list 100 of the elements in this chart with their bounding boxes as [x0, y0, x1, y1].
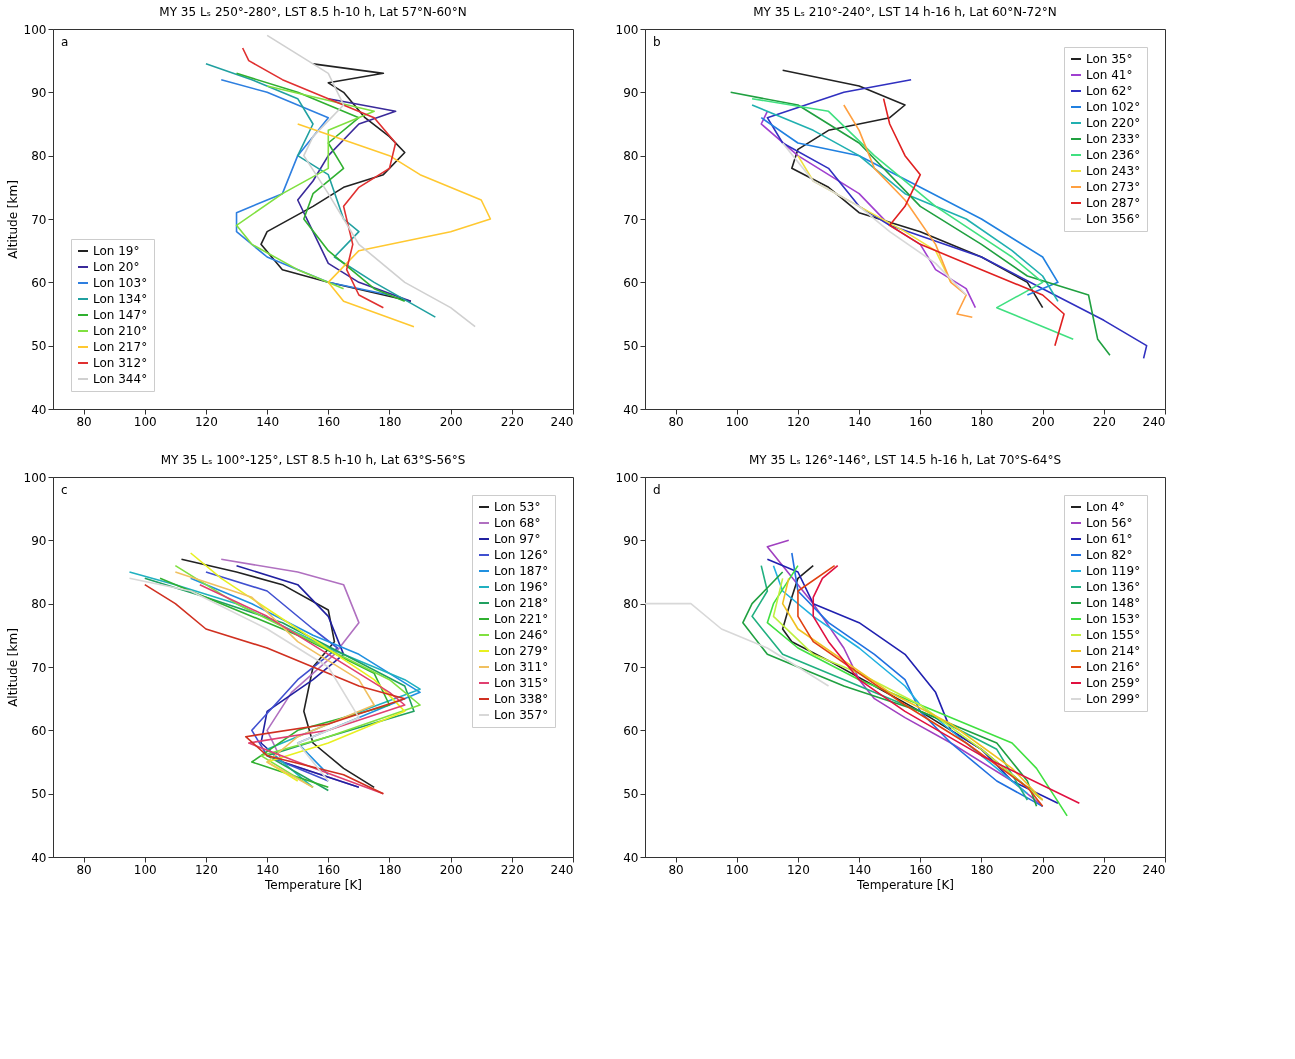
y-axis-title: Altitude [km] — [5, 180, 20, 259]
legend-label: Lon 279° — [494, 644, 549, 658]
annotation: a — [61, 35, 69, 49]
legend-label: Lon 236° — [1086, 148, 1141, 162]
y-tick-label: 90 — [31, 533, 47, 548]
legend-label: Lon 148° — [1086, 596, 1141, 610]
line-series — [751, 97, 1075, 341]
y-tick-label: 90 — [623, 533, 639, 548]
legend-label: Lon 221° — [494, 612, 549, 626]
legend-label: Lon 220° — [1086, 116, 1141, 130]
legend-label: Lon 20° — [93, 260, 140, 274]
line-series — [241, 47, 397, 309]
x-tick-label: 200 — [439, 414, 463, 429]
legend-label: Lon 210° — [93, 324, 148, 338]
annotation: b — [653, 35, 661, 49]
legend-label: Lon 126° — [494, 548, 549, 562]
legend-label: Lon 134° — [93, 292, 148, 306]
legend-label: Lon 136° — [1086, 580, 1141, 594]
y-tick-label: 80 — [31, 597, 47, 612]
x-tick-label: 80 — [76, 414, 92, 429]
x-tick-label: 120 — [786, 862, 810, 877]
legend-label: Lon 338° — [494, 692, 549, 706]
line-series — [159, 577, 391, 789]
x-tick-label: 180 — [378, 862, 402, 877]
x-tick-label: 240 — [1142, 414, 1166, 429]
y-tick-label: 60 — [623, 275, 639, 290]
x-tick-label: 80 — [668, 414, 684, 429]
legend-label: Lon 315° — [494, 676, 549, 690]
y-tick-label: 50 — [31, 787, 47, 802]
x-tick-label: 220 — [500, 414, 524, 429]
y-tick-label: 90 — [623, 85, 639, 100]
y-tick-label: 70 — [623, 212, 639, 227]
annotation: d — [653, 483, 661, 497]
chart-title: MY 35 Lₛ 126°-146°, LST 14.5 h-16 h, Lat 70°S-64°S — [748, 453, 1062, 467]
y-tick-label: 40 — [31, 850, 47, 865]
x-tick-label: 160 — [909, 862, 933, 877]
y-tick-label: 50 — [623, 787, 639, 802]
x-tick-label: 160 — [909, 414, 933, 429]
x-tick-label: 140 — [256, 862, 280, 877]
y-tick-label: 80 — [623, 597, 639, 612]
line-series — [235, 72, 406, 303]
legend-label: Lon 155° — [1086, 628, 1141, 642]
y-axis-title: Altitude [km] — [5, 628, 20, 707]
line-series — [235, 85, 375, 290]
line-series — [174, 564, 421, 789]
legend-label: Lon 56° — [1086, 516, 1133, 530]
y-tick-label: 100 — [23, 470, 47, 485]
x-tick-label: 160 — [317, 862, 341, 877]
legend-label: Lon 4° — [1086, 500, 1125, 514]
legend-label: Lon 35° — [1086, 52, 1133, 66]
y-tick-label: 70 — [31, 660, 47, 675]
x-tick-label: 200 — [1031, 862, 1055, 877]
x-tick-label: 140 — [848, 414, 872, 429]
x-tick-label: 120 — [194, 414, 218, 429]
line-series — [781, 69, 1044, 309]
x-tick-label: 200 — [1031, 414, 1055, 429]
legend-label: Lon 68° — [494, 516, 541, 530]
x-tick-label: 180 — [970, 862, 994, 877]
legend-label: Lon 53° — [494, 500, 541, 514]
x-tick-label: 140 — [848, 862, 872, 877]
y-tick-label: 60 — [623, 723, 639, 738]
line-series — [189, 552, 406, 782]
line-series — [205, 571, 339, 782]
line-series — [266, 34, 476, 328]
x-tick-label: 200 — [439, 862, 463, 877]
legend-label: Lon 312° — [93, 356, 148, 370]
y-tick-label: 80 — [31, 149, 47, 164]
legend-label: Lon 233° — [1086, 132, 1141, 146]
y-tick-label: 70 — [623, 660, 639, 675]
x-tick-label: 100 — [133, 862, 157, 877]
x-tick-label: 100 — [725, 414, 749, 429]
x-tick-label: 240 — [550, 414, 574, 429]
line-series — [296, 97, 412, 303]
chart-title: MY 35 Lₛ 100°-125°, LST 8.5 h-10 h, Lat 63°S-56°S — [160, 453, 466, 467]
y-tick-label: 100 — [23, 22, 47, 37]
legend-label: Lon 82° — [1086, 548, 1133, 562]
line-series — [220, 78, 391, 296]
legend-label: Lon 214° — [1086, 644, 1141, 658]
legend-label: Lon 97° — [494, 532, 541, 546]
y-tick-label: 100 — [615, 22, 639, 37]
legend-label: Lon 102° — [1086, 100, 1141, 114]
line-series — [843, 104, 974, 318]
y-tick-label: 50 — [31, 339, 47, 354]
legend-label: Lon 356° — [1086, 212, 1141, 226]
y-tick-label: 70 — [31, 212, 47, 227]
x-tick-label: 100 — [133, 414, 157, 429]
y-tick-label: 100 — [615, 470, 639, 485]
x-tick-label: 180 — [970, 414, 994, 429]
line-series — [205, 63, 437, 318]
x-tick-label: 160 — [317, 414, 341, 429]
x-tick-label: 240 — [1142, 862, 1166, 877]
y-tick-label: 90 — [31, 85, 47, 100]
line-series — [882, 97, 1065, 347]
line-series — [644, 602, 830, 687]
legend-label: Lon 344° — [93, 372, 148, 386]
legend-label: Lon 246° — [494, 628, 549, 642]
y-tick-label: 60 — [31, 275, 47, 290]
legend-label: Lon 41° — [1086, 68, 1133, 82]
line-series — [812, 564, 1081, 804]
legend-label: Lon 216° — [1086, 660, 1141, 674]
